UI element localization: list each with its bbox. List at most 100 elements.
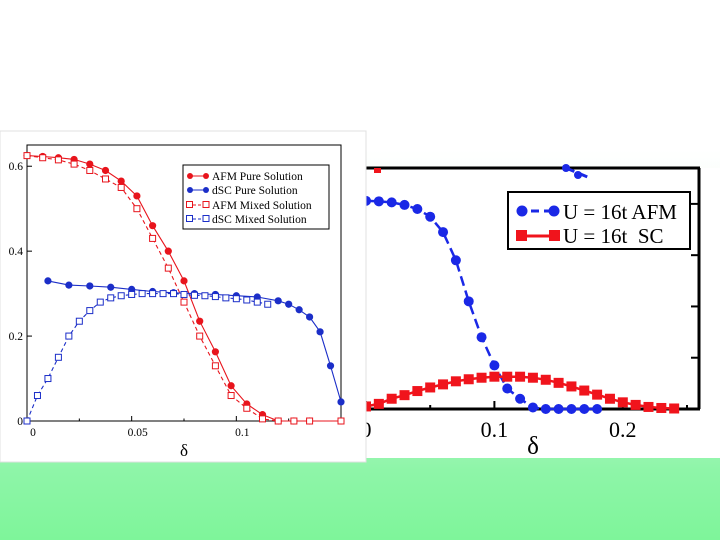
right-legend-sc-marker <box>549 230 560 241</box>
left-data-point <box>107 283 115 291</box>
left-y-ticks: 0 0.2 0.4 0.6 <box>9 161 32 428</box>
left-y-tick-label: 0.2 <box>9 331 24 343</box>
right-data-point <box>463 374 474 385</box>
right-data-point <box>438 379 449 390</box>
left-legend-entry-dsc-pure: dSC Pure Solution <box>187 185 298 197</box>
left-x-tick-label: 0 <box>30 427 36 439</box>
left-data-point <box>227 382 235 390</box>
left-data-point <box>138 290 146 298</box>
left-data-point <box>149 222 157 230</box>
left-data-point <box>86 282 94 290</box>
right-data-point <box>425 382 436 393</box>
right-data-point <box>386 393 397 404</box>
left-data-point <box>96 298 104 306</box>
right-legend-afm-marker <box>516 205 528 217</box>
right-legend-entry-afm: U = 16t AFM <box>516 200 677 224</box>
left-series-line <box>26 293 268 422</box>
left-data-point <box>149 234 157 242</box>
left-data-point <box>306 417 314 425</box>
chart-right: 00.10.2 U = 16t AFM U = 16t SC δ <box>340 164 720 460</box>
left-data-point <box>65 332 73 340</box>
left-data-point <box>54 353 62 361</box>
left-data-point <box>316 328 324 336</box>
left-data-point <box>253 298 261 306</box>
right-data-point <box>515 371 526 382</box>
left-legend-entry-afm-mixed: AFM Mixed Solution <box>186 200 312 212</box>
left-data-point <box>133 192 141 200</box>
right-data-point <box>502 371 513 382</box>
left-data-point <box>306 313 314 321</box>
left-legend-dsc-pure-label: dSC Pure Solution <box>212 185 298 197</box>
right-data-point <box>540 404 551 414</box>
left-data-point <box>274 297 282 305</box>
left-legend-entry-afm-pure: AFM Pure Solution <box>187 171 303 183</box>
right-data-point <box>592 389 603 400</box>
left-data-point <box>170 290 178 298</box>
right-top-fragment-line <box>565 166 591 180</box>
left-data-point <box>39 154 47 162</box>
left-legend-entry-dsc-mixed: dSC Mixed Solution <box>186 214 307 226</box>
left-legend-afm-pure-marker <box>187 173 193 179</box>
left-data-point <box>65 281 73 289</box>
left-data-point <box>101 166 110 175</box>
right-legend-afm-label: U = 16t AFM <box>563 200 677 224</box>
right-data-point <box>604 393 615 404</box>
right-legend-sc-marker <box>516 230 527 241</box>
left-legend-afm-mixed-label: AFM Mixed Solution <box>212 200 312 212</box>
left-y-tick-label: 0.4 <box>9 246 24 258</box>
left-data-point <box>133 205 141 213</box>
right-data-point <box>412 204 423 215</box>
left-data-point <box>102 175 109 183</box>
left-data-point <box>164 247 172 255</box>
right-data-point <box>630 399 641 410</box>
right-data-point <box>476 332 487 343</box>
left-data-point <box>70 160 78 168</box>
right-legend-afm-marker <box>548 205 560 217</box>
left-legend: AFM Pure Solution dSC Pure Solution AFM … <box>182 164 330 230</box>
left-data-point <box>337 398 345 406</box>
left-data-point <box>290 417 298 425</box>
right-data-point <box>399 390 410 401</box>
left-legend-dsc-mixed-marker <box>202 215 210 222</box>
left-data-point <box>232 295 240 303</box>
right-series-u-16t-afm <box>361 195 603 414</box>
left-data-point <box>190 291 198 299</box>
left-series-afm-mixed-solution <box>23 152 345 425</box>
left-series-dsc-mixed-solution <box>23 290 272 425</box>
right-data-point <box>373 398 384 409</box>
right-series <box>361 195 680 414</box>
right-x-tick-label: 0.1 <box>481 417 509 442</box>
right-data-point <box>489 371 500 382</box>
left-legend-afm-mixed-marker <box>202 201 210 208</box>
left-data-point <box>211 293 219 301</box>
right-data-point <box>617 397 628 408</box>
right-data-point <box>643 401 654 412</box>
left-legend-afm-pure-label: AFM Pure Solution <box>212 171 303 183</box>
right-data-point <box>476 372 487 383</box>
left-data-point <box>326 362 335 370</box>
right-x-tick-label: 0.2 <box>609 417 637 442</box>
left-data-point <box>86 166 94 174</box>
left-data-point <box>243 404 251 412</box>
right-legend-box <box>507 191 691 250</box>
right-data-point <box>463 296 474 307</box>
right-data-point <box>540 374 551 385</box>
chart-left: 0 0.2 0.4 0.6 0 0.05 0.1 AFM Pure Solution dS… <box>0 130 367 463</box>
left-data-point <box>222 294 230 302</box>
left-data-point <box>285 300 293 308</box>
left-x-tick-label: 0.1 <box>235 427 250 439</box>
right-data-point <box>450 255 461 266</box>
right-data-point <box>386 197 397 208</box>
left-data-point <box>75 317 83 325</box>
left-data-point <box>337 417 345 425</box>
left-data-point <box>86 160 94 168</box>
left-data-point <box>117 292 125 300</box>
left-data-point <box>259 415 266 423</box>
left-x-ticks: 0 0.05 0.1 <box>26 416 290 439</box>
right-data-point <box>438 227 449 238</box>
left-data-point <box>211 348 219 356</box>
left-data-point <box>264 300 272 308</box>
left-data-point <box>86 307 94 315</box>
right-data-point <box>553 377 564 388</box>
left-data-point <box>274 417 282 425</box>
